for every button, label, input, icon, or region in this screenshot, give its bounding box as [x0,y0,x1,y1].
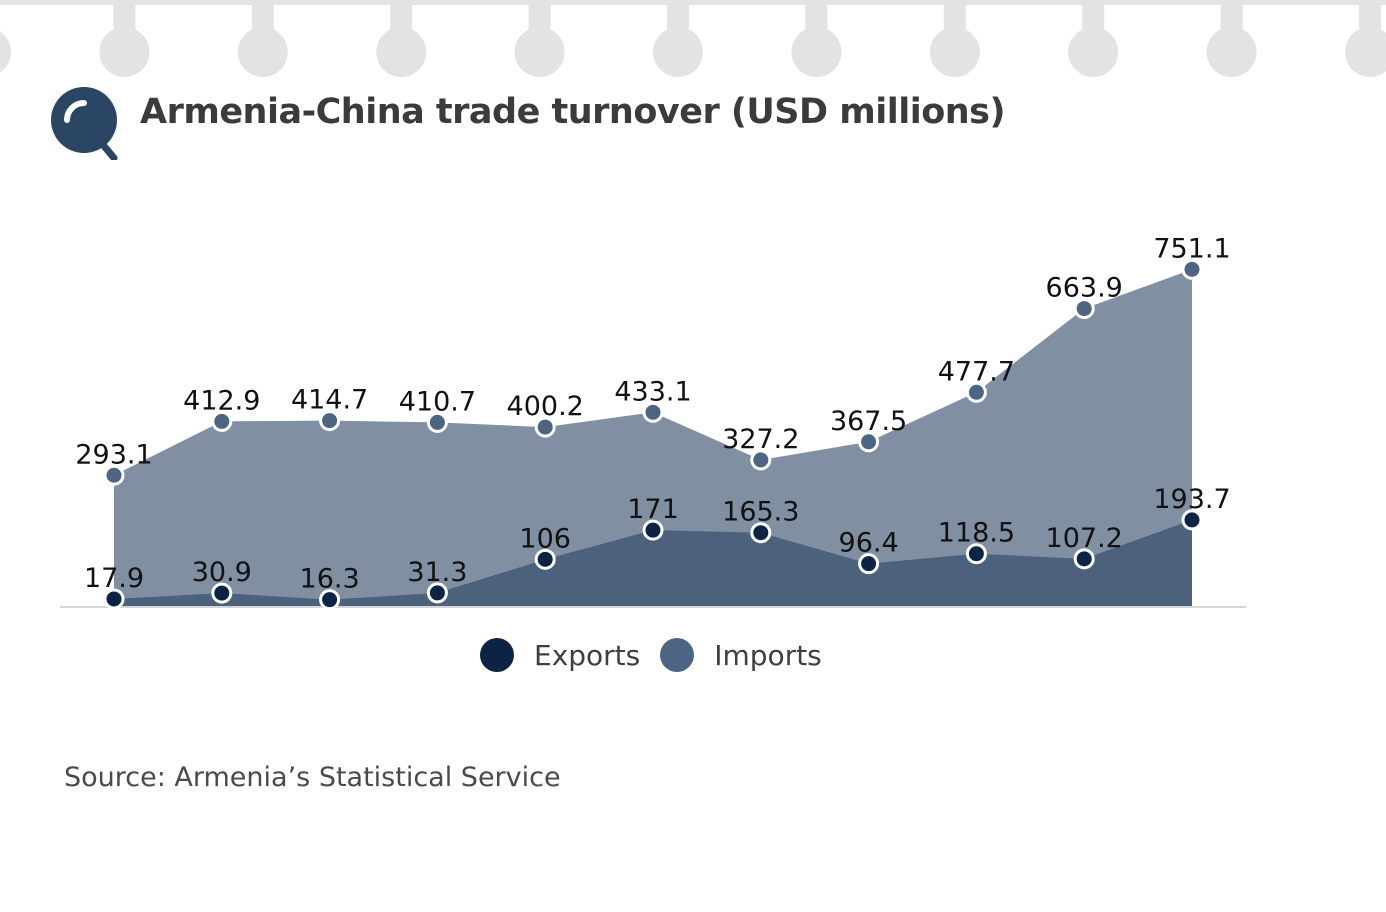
exports-data-label: 106 [519,523,571,554]
exports-point[interactable] [1073,548,1095,570]
legend-label-imports: Imports [714,638,822,672]
source-note: Source: Armenia’s Statistical Service [64,762,561,793]
chart-title: Armenia-China trade turnover (USD millio… [140,92,1006,132]
imports-data-label: 400.2 [507,391,584,422]
legend-item-imports[interactable]: Imports [660,638,822,672]
imports-point[interactable] [1181,258,1203,280]
exports-point[interactable] [103,588,125,610]
imports-point[interactable] [319,410,341,432]
exports-data-label: 171 [627,494,679,525]
exports-point[interactable] [534,548,556,570]
exports-point[interactable] [211,582,233,604]
exports-area [114,519,1192,607]
binder-ring [1206,27,1257,77]
exports-data-label: 107.2 [1046,523,1123,554]
binder-ring [1068,27,1119,77]
exports-data-label: 96.4 [839,528,899,559]
exports-data-label: 31.3 [407,557,467,588]
exports-data-label: 30.9 [192,557,252,588]
exports-point[interactable] [858,553,880,575]
legend-label-exports: Exports [534,638,641,672]
binder-ring [791,27,842,77]
binder-ring [99,27,150,77]
imports-point[interactable] [211,410,233,432]
exports-point[interactable] [642,519,664,541]
imports-data-label: 412.9 [183,385,260,416]
imports-data-label: 477.7 [938,356,1015,387]
chart-legend: Exports Imports [480,638,842,672]
imports-point[interactable] [750,449,772,471]
imports-data-label: 327.2 [722,424,799,455]
imports-point[interactable] [642,401,664,423]
exports-point[interactable] [1181,509,1203,531]
imports-data-label: 414.7 [291,385,368,416]
imports-data-label: 433.1 [614,376,691,407]
exports-point[interactable] [750,522,772,544]
exports-data-label: 165.3 [722,497,799,528]
binder-rings-decoration [0,0,1386,77]
imports-point[interactable] [965,381,987,403]
exports-data-label: 16.3 [300,564,360,595]
exports-point[interactable] [426,582,448,604]
imports-data-label: 367.5 [830,406,907,437]
exports-point[interactable] [319,589,341,611]
imports-point[interactable] [534,416,556,438]
binder-ring [376,27,427,77]
legend-swatch-imports [660,638,695,672]
chart-header: Armenia-China trade turnover (USD millio… [50,80,1006,160]
imports-point[interactable] [1073,298,1095,320]
magnifier-icon [51,87,118,160]
binder-ring [653,27,703,77]
binder-ring [929,27,980,77]
imports-data-label: 410.7 [399,386,476,417]
exports-data-label: 118.5 [938,518,1015,549]
imports-point[interactable] [858,431,880,453]
imports-data-label: 293.1 [75,439,152,470]
imports-data-label: 751.1 [1153,233,1230,264]
exports-point[interactable] [965,543,987,565]
legend-swatch-exports [480,638,514,672]
binder-ring [1345,27,1386,77]
imports-area [114,269,1192,607]
imports-point[interactable] [103,464,125,486]
exports-data-label: 193.7 [1153,484,1230,515]
binder-ring [0,31,11,73]
binder-ring [237,27,288,77]
imports-data-label: 663.9 [1046,273,1123,304]
imports-point[interactable] [426,411,448,433]
legend-item-exports[interactable]: Exports [480,638,640,672]
binder-ring [514,27,565,77]
exports-data-label: 17.9 [84,563,144,594]
